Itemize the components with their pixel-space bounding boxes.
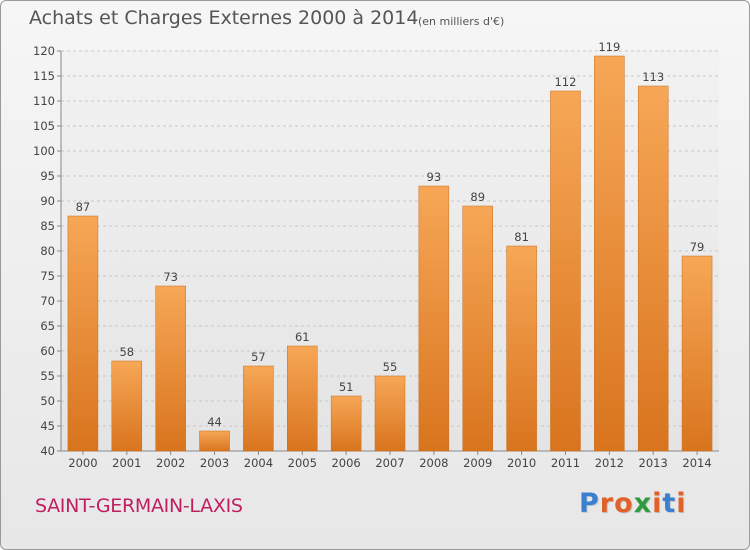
y-tick-label: 60 bbox=[40, 344, 55, 358]
data-label: 89 bbox=[470, 190, 485, 204]
data-label: 61 bbox=[295, 330, 310, 344]
bar bbox=[637, 85, 669, 452]
bar bbox=[462, 205, 493, 452]
x-tick-label: 2005 bbox=[288, 456, 317, 470]
data-label: 81 bbox=[514, 230, 529, 244]
data-label: 51 bbox=[339, 380, 354, 394]
bar bbox=[199, 430, 230, 452]
y-tick-label: 50 bbox=[40, 394, 55, 408]
y-tick-label: 110 bbox=[33, 94, 55, 108]
data-label: 57 bbox=[251, 350, 266, 364]
bar bbox=[681, 255, 713, 452]
chart-title: Achats et Charges Externes 2000 à 2014 bbox=[29, 7, 419, 29]
data-label: 58 bbox=[119, 345, 134, 359]
x-tick-label: 2013 bbox=[639, 456, 668, 470]
x-tick-label: 2010 bbox=[507, 456, 536, 470]
logo-letter: r bbox=[599, 488, 615, 519]
x-tick-label: 2003 bbox=[200, 456, 229, 470]
data-label: 113 bbox=[642, 70, 664, 84]
bar bbox=[287, 345, 318, 452]
bar bbox=[418, 185, 450, 452]
x-tick-label: 2012 bbox=[595, 456, 624, 470]
logo-letter: x bbox=[633, 488, 653, 519]
data-label: 79 bbox=[690, 240, 705, 254]
bar bbox=[243, 365, 274, 452]
bar bbox=[374, 375, 406, 452]
logo-letter: i bbox=[652, 488, 663, 519]
bar bbox=[550, 90, 581, 452]
y-tick-label: 55 bbox=[40, 369, 55, 383]
data-label: 112 bbox=[554, 75, 576, 89]
bar bbox=[67, 215, 99, 452]
y-tick-label: 75 bbox=[40, 269, 55, 283]
y-tick-label: 95 bbox=[40, 169, 55, 183]
x-tick-label: 2007 bbox=[375, 456, 404, 470]
logo-letter: t bbox=[662, 488, 677, 519]
y-tick-label: 115 bbox=[33, 69, 55, 83]
data-label: 119 bbox=[598, 40, 620, 54]
x-tick-label: 2014 bbox=[682, 456, 711, 470]
data-label: 55 bbox=[383, 360, 398, 374]
x-tick-label: 2000 bbox=[68, 456, 97, 470]
x-tick-label: 2004 bbox=[244, 456, 273, 470]
data-label: 93 bbox=[427, 170, 442, 184]
y-tick-label: 100 bbox=[33, 144, 55, 158]
x-tick-label: 2001 bbox=[112, 456, 141, 470]
y-tick-label: 85 bbox=[40, 219, 55, 233]
bar bbox=[111, 360, 143, 452]
bar bbox=[506, 245, 537, 452]
x-tick-label: 2002 bbox=[156, 456, 185, 470]
bar bbox=[594, 55, 625, 452]
bar bbox=[155, 285, 186, 452]
x-tick-label: 2008 bbox=[419, 456, 448, 470]
x-tick-label: 2011 bbox=[551, 456, 580, 470]
bar bbox=[330, 395, 362, 452]
x-tick-label: 2009 bbox=[463, 456, 492, 470]
data-label: 73 bbox=[163, 270, 178, 284]
proxiti-logo[interactable]: Proxiti bbox=[579, 488, 687, 519]
y-tick-label: 40 bbox=[40, 444, 55, 458]
x-tick-label: 2006 bbox=[331, 456, 360, 470]
logo-letter: P bbox=[579, 488, 600, 519]
y-tick-label: 65 bbox=[40, 319, 55, 333]
y-tick-label: 80 bbox=[40, 244, 55, 258]
unit-note: (en milliers d'€) bbox=[418, 15, 505, 28]
data-label: 44 bbox=[207, 415, 222, 429]
logo-letter: i bbox=[676, 488, 687, 519]
y-tick-label: 70 bbox=[40, 294, 55, 308]
y-tick-label: 105 bbox=[33, 119, 55, 133]
y-tick-label: 45 bbox=[40, 419, 55, 433]
y-tick-label: 120 bbox=[33, 44, 55, 58]
logo-letter: o bbox=[614, 488, 634, 519]
commune-name: SAINT-GERMAIN-LAXIS bbox=[35, 495, 243, 517]
y-tick-label: 90 bbox=[40, 194, 55, 208]
data-label: 87 bbox=[76, 200, 91, 214]
